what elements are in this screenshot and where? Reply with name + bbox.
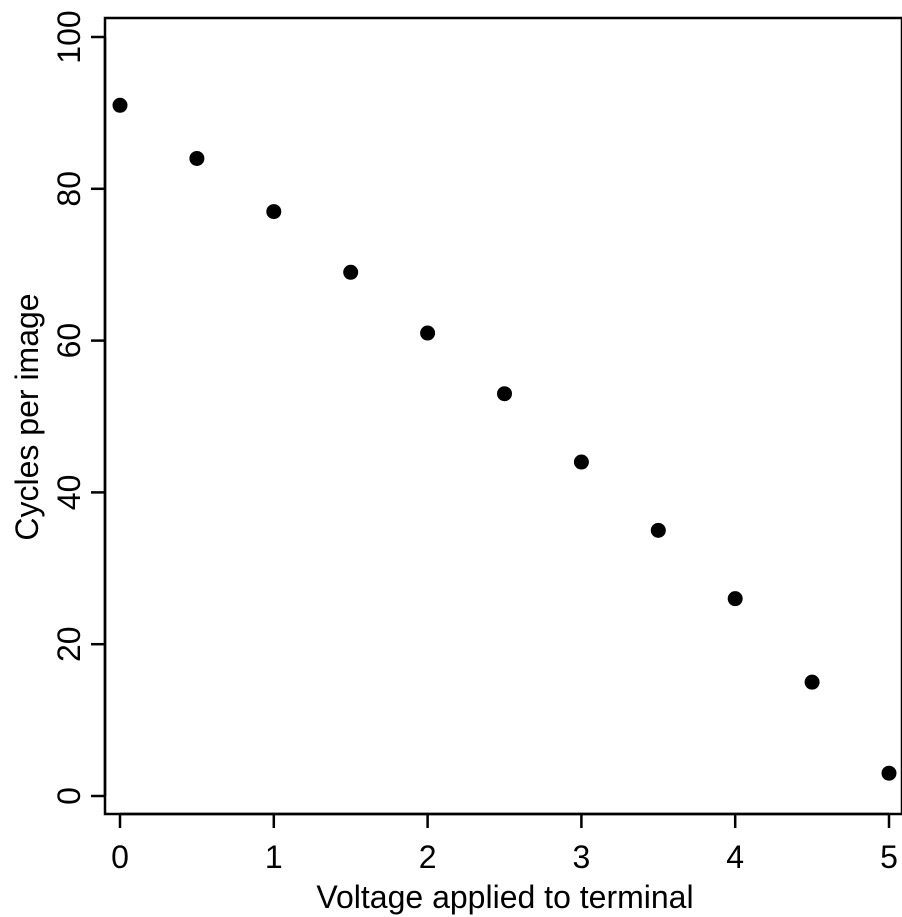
y-tick-label: 0	[51, 787, 87, 805]
data-point	[266, 204, 282, 220]
y-tick-label: 60	[51, 323, 87, 359]
data-points	[112, 97, 897, 781]
y-axis-label: Cycles per image	[9, 293, 45, 540]
data-point	[573, 454, 589, 470]
data-point	[112, 97, 128, 113]
x-tick-label: 5	[880, 839, 898, 875]
y-tick-label: 100	[51, 10, 87, 63]
y-tick-label: 20	[51, 626, 87, 662]
x-tick-label: 4	[726, 839, 744, 875]
x-tick-label: 2	[419, 839, 437, 875]
data-point	[420, 325, 436, 341]
y-axis: 0 20 40 60 80 100	[51, 10, 107, 805]
plot-frame	[103, 16, 902, 816]
x-axis: 0 1 2 3 4 5	[111, 812, 898, 875]
y-tick-label: 40	[51, 475, 87, 511]
data-point	[650, 522, 666, 538]
data-point	[497, 386, 512, 402]
y-tick-label: 80	[51, 171, 87, 207]
data-point	[804, 674, 820, 690]
x-axis-label: Voltage applied to terminal	[316, 879, 693, 915]
data-point	[343, 264, 359, 280]
x-tick-label: 3	[573, 839, 591, 875]
data-point	[189, 150, 205, 166]
data-point	[881, 765, 897, 781]
x-tick-label: 1	[265, 839, 283, 875]
data-point	[727, 591, 743, 607]
x-tick-label: 0	[111, 839, 129, 875]
